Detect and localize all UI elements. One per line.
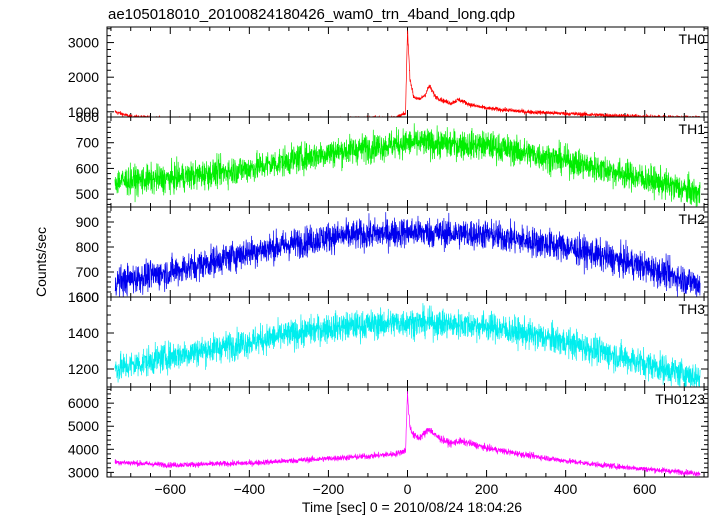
y-tick-label: 4000	[68, 441, 99, 457]
y-tick-label: 1200	[68, 361, 99, 377]
y-tick-label: 6000	[68, 395, 99, 411]
y-tick-label: 800	[76, 109, 100, 125]
y-tick-label: 700	[76, 135, 100, 151]
y-tick-label: 500	[76, 186, 100, 202]
panel-th0: 1000 2000 3000 TH0	[68, 26, 709, 120]
panel-th1: 500 600 700 800 TH1	[76, 109, 709, 208]
series-name: TH1	[679, 121, 706, 137]
x-axis-label: Time [sec] 0 = 2010/08/24 18:04:26	[302, 499, 522, 515]
y-tick-label: 700	[76, 264, 100, 280]
y-tick-label: 3000	[68, 464, 99, 480]
x-tick-label: 400	[554, 481, 578, 497]
panel-th2: 600 700 800 900 TH2	[76, 206, 709, 305]
y-tick-label: 600	[76, 160, 100, 176]
y-tick-label: 2000	[68, 69, 99, 85]
y-tick-label: 600	[76, 289, 100, 305]
chart-title: ae105018010_20100824180426_wam0_trn_4ban…	[108, 6, 515, 23]
panel-th3: 1200 1400 1600 TH3	[68, 289, 709, 388]
series-line-th1	[114, 123, 701, 207]
series-name: TH0	[679, 31, 706, 47]
y-tick-label: 5000	[68, 418, 99, 434]
y-tick-label: 3000	[68, 35, 99, 51]
x-tick-label: 0	[404, 481, 412, 497]
series-name: TH3	[679, 301, 706, 317]
x-tick-label: −600	[154, 481, 186, 497]
y-axis-label: Counts/sec	[33, 227, 49, 297]
y-tick-label: 900	[76, 214, 100, 230]
y-tick-label: 800	[76, 239, 100, 255]
x-tick-label: −400	[234, 481, 266, 497]
series-name: TH2	[679, 211, 706, 227]
series-line-th0123	[114, 391, 701, 477]
panel-frame	[106, 116, 709, 208]
x-tick-label: 200	[475, 481, 499, 497]
series-line-th3	[114, 303, 701, 387]
series-name: TH0123	[655, 391, 705, 407]
y-tick-label: 1600	[68, 289, 99, 305]
x-tick-label: −200	[313, 481, 345, 497]
panel-th0123: −600 −400 −200 0 200 400 600 3000 4000 5000 6000 TH…	[68, 386, 709, 497]
y-tick-label: 1000	[68, 104, 99, 120]
series-line-th0	[114, 30, 701, 117]
x-tick-label: 600	[633, 481, 657, 497]
series-line-th2	[114, 212, 701, 297]
y-tick-label: 1400	[68, 325, 99, 341]
